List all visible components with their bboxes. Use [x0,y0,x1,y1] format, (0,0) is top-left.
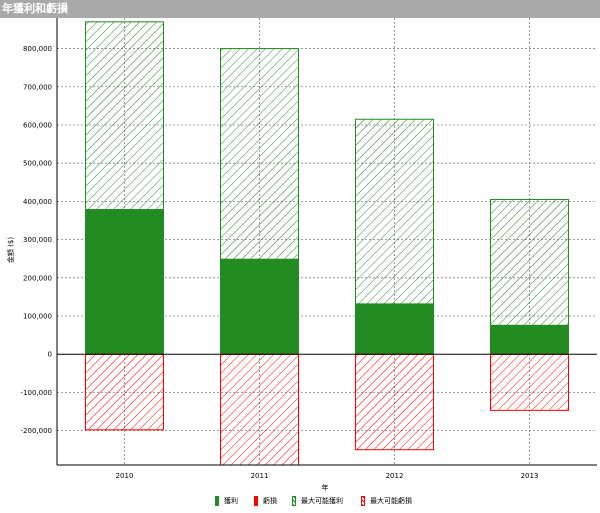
bar-profit [490,324,569,355]
legend-label-profit: 獲利 [224,497,238,505]
y-tick-label: 700,000 [23,83,52,91]
y-tick-label: 500,000 [23,160,52,168]
legend-swatch-loss-icon [254,496,258,506]
y-tick-label: 100,000 [23,313,52,321]
bar-chart: -200,000 -100,000 0 100,000 200,000 300,000 40… [6,18,597,492]
x-tick-label: 2010 [116,472,134,480]
bar-max-loss [85,353,164,431]
legend-swatch-max-loss-icon [361,496,365,506]
legend-swatch-max-profit-icon [292,496,296,506]
legend-label-max-loss: 最大可能虧損 [370,497,412,505]
chart-legend: 獲利 虧損 最大可能獲利 最大可能虧損 [0,494,600,508]
x-axis-label: 年 [322,483,329,492]
legend-swatch-profit-icon [215,496,219,506]
y-tick-label: 600,000 [23,121,52,129]
y-tick-label: 800,000 [23,45,52,53]
y-tick-label: 200,000 [23,274,52,282]
bar-profit [85,209,164,355]
legend-label-loss: 虧損 [263,497,277,505]
bar-profit [220,258,299,355]
y-tick-label: 300,000 [23,236,52,244]
y-tick-label: 400,000 [23,198,52,206]
x-tick-label: 2011 [251,472,269,480]
x-tick-label: 2013 [521,472,539,480]
x-tick-label: 2012 [386,472,404,480]
legend-label-max-profit: 最大可能獲利 [301,497,343,505]
bar-max-loss [220,353,299,466]
y-axis-label: 金額 ($) [6,237,15,263]
y-tick-label: 0 [48,351,52,359]
y-tick-label: -200,000 [21,427,52,435]
bar-profit [355,303,434,355]
bar-max-loss [490,353,569,411]
bar-max-loss [355,353,434,451]
chart-title: 年獲利和虧損 [0,0,600,18]
y-tick-label: -100,000 [21,389,52,397]
